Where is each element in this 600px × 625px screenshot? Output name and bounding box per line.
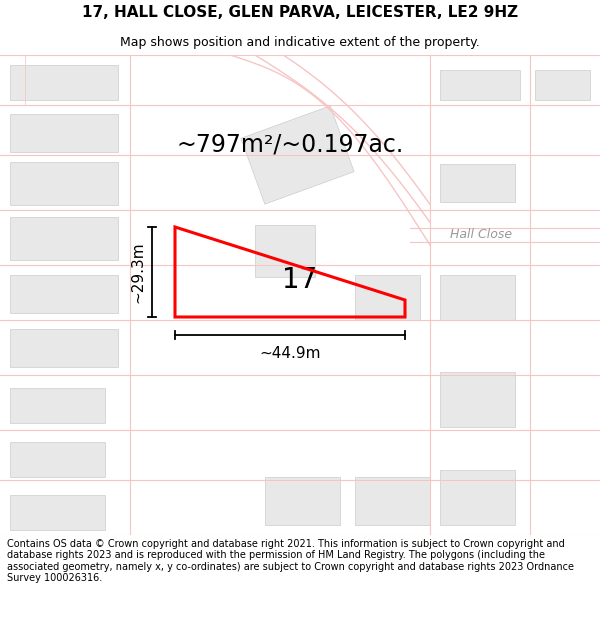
Text: 17, HALL CLOSE, GLEN PARVA, LEICESTER, LE2 9HZ: 17, HALL CLOSE, GLEN PARVA, LEICESTER, L… xyxy=(82,4,518,19)
Bar xyxy=(535,70,590,100)
Bar xyxy=(265,477,340,525)
Text: 17: 17 xyxy=(283,266,317,294)
Bar xyxy=(10,495,105,530)
Bar xyxy=(10,442,105,477)
Bar xyxy=(440,164,515,202)
Bar xyxy=(10,217,118,260)
Bar xyxy=(10,114,118,152)
Text: Map shows position and indicative extent of the property.: Map shows position and indicative extent… xyxy=(120,36,480,49)
Bar xyxy=(355,275,420,320)
Bar xyxy=(10,329,118,367)
Polygon shape xyxy=(241,106,354,204)
Text: ~29.3m: ~29.3m xyxy=(131,241,146,302)
Text: ~44.9m: ~44.9m xyxy=(259,346,321,361)
Text: Hall Close: Hall Close xyxy=(450,229,512,241)
Bar xyxy=(355,477,430,525)
Bar xyxy=(440,372,515,427)
Bar xyxy=(10,275,118,313)
Text: Contains OS data © Crown copyright and database right 2021. This information is : Contains OS data © Crown copyright and d… xyxy=(7,539,574,583)
Bar xyxy=(255,225,315,277)
Bar xyxy=(440,470,515,525)
Bar xyxy=(10,162,118,205)
Text: ~797m²/~0.197ac.: ~797m²/~0.197ac. xyxy=(176,133,404,157)
Bar xyxy=(440,70,520,100)
Bar xyxy=(440,275,515,320)
Bar xyxy=(10,388,105,423)
Bar xyxy=(10,65,118,100)
